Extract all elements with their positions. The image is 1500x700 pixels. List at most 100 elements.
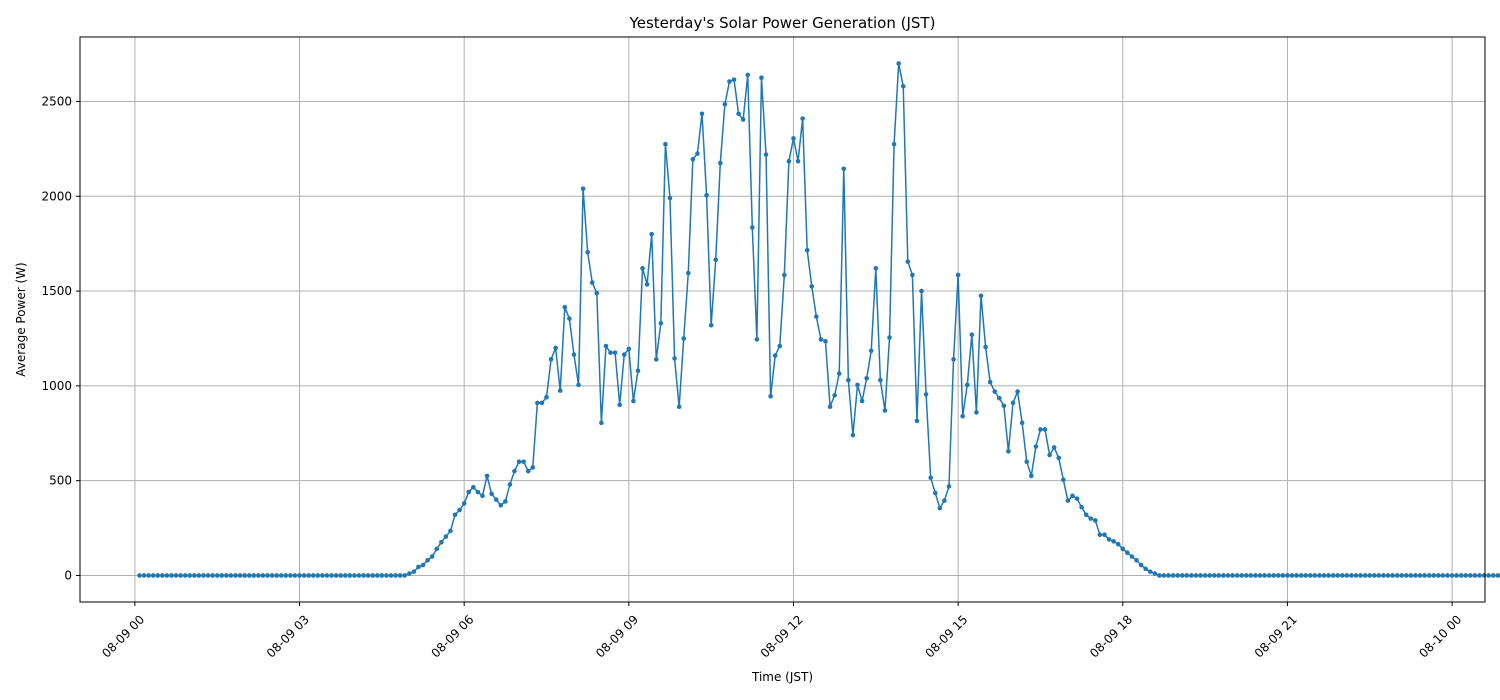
data-point bbox=[1033, 444, 1039, 449]
data-point bbox=[224, 573, 229, 578]
data-point bbox=[681, 336, 687, 341]
data-point bbox=[1367, 573, 1373, 578]
data-point bbox=[635, 368, 641, 373]
data-point bbox=[942, 498, 947, 503]
data-point bbox=[1207, 573, 1212, 578]
data-point bbox=[745, 72, 751, 78]
data-point bbox=[983, 344, 988, 350]
data-point bbox=[960, 413, 965, 419]
y-tick-label: 1000 bbox=[41, 379, 72, 393]
data-point bbox=[164, 573, 170, 578]
data-point bbox=[699, 111, 705, 117]
data-point bbox=[342, 573, 348, 578]
data-point bbox=[1061, 477, 1066, 483]
data-point bbox=[1029, 473, 1034, 479]
data-point bbox=[1161, 573, 1167, 578]
data-point bbox=[1221, 573, 1226, 578]
data-point bbox=[1024, 459, 1030, 465]
data-point bbox=[301, 573, 307, 578]
data-point bbox=[498, 503, 504, 508]
data-point bbox=[1051, 445, 1057, 450]
data-point bbox=[361, 573, 366, 578]
data-point bbox=[818, 337, 824, 342]
data-point bbox=[855, 382, 860, 388]
data-point bbox=[484, 473, 490, 479]
data-point bbox=[265, 573, 270, 578]
data-point bbox=[521, 459, 526, 465]
data-point bbox=[448, 528, 453, 534]
data-point bbox=[850, 432, 856, 438]
data-point bbox=[1340, 573, 1345, 578]
data-point bbox=[864, 375, 869, 381]
data-point bbox=[507, 482, 513, 487]
data-point bbox=[937, 505, 943, 511]
data-point bbox=[1202, 573, 1208, 578]
data-point bbox=[288, 573, 293, 578]
data-point bbox=[283, 573, 289, 578]
data-point bbox=[1426, 573, 1432, 578]
data-point bbox=[192, 573, 197, 578]
data-point bbox=[663, 141, 668, 147]
data-point bbox=[928, 475, 933, 481]
data-point bbox=[1189, 573, 1194, 578]
data-point bbox=[567, 316, 572, 321]
data-point bbox=[489, 491, 494, 497]
data-point bbox=[987, 379, 993, 385]
data-point bbox=[900, 84, 906, 89]
data-point bbox=[1445, 573, 1450, 578]
data-point bbox=[1495, 573, 1500, 578]
data-point bbox=[535, 400, 540, 406]
data-point bbox=[260, 573, 266, 578]
data-point bbox=[768, 393, 773, 399]
data-point bbox=[1312, 573, 1318, 578]
data-point bbox=[471, 484, 476, 490]
data-point bbox=[338, 573, 343, 578]
x-tick-label: 08-09 15 bbox=[922, 612, 970, 660]
data-point bbox=[1010, 400, 1016, 406]
data-point bbox=[1083, 512, 1089, 518]
data-point bbox=[1198, 573, 1203, 578]
data-point bbox=[1253, 573, 1258, 578]
data-point bbox=[329, 573, 334, 578]
data-point bbox=[155, 573, 161, 578]
data-point bbox=[992, 389, 998, 394]
data-point bbox=[1079, 504, 1084, 510]
data-point bbox=[178, 573, 183, 578]
data-point bbox=[553, 345, 558, 351]
data-point bbox=[393, 573, 398, 578]
data-point bbox=[1088, 516, 1094, 521]
data-point bbox=[608, 350, 613, 355]
data-point bbox=[685, 270, 691, 276]
data-point bbox=[1093, 518, 1098, 523]
data-point bbox=[228, 573, 234, 578]
data-point bbox=[397, 573, 403, 578]
data-point bbox=[713, 257, 719, 263]
data-point bbox=[722, 102, 728, 107]
x-tick-label: 08-09 12 bbox=[758, 612, 806, 660]
data-point bbox=[576, 382, 581, 388]
x-tick-label: 08-09 03 bbox=[264, 612, 312, 660]
data-point bbox=[1280, 573, 1286, 578]
data-point bbox=[1394, 573, 1400, 578]
data-point bbox=[571, 352, 577, 357]
y-tick-label: 1500 bbox=[41, 284, 72, 298]
data-point bbox=[365, 573, 371, 578]
data-point bbox=[461, 501, 467, 506]
plot-frame bbox=[79, 36, 1486, 603]
data-point bbox=[580, 186, 586, 191]
data-point bbox=[306, 573, 311, 578]
data-point bbox=[1289, 573, 1295, 578]
data-point bbox=[1472, 573, 1478, 578]
data-point bbox=[873, 266, 879, 271]
data-point bbox=[914, 418, 920, 424]
data-point bbox=[1404, 573, 1409, 578]
data-point bbox=[512, 468, 517, 474]
data-point bbox=[1102, 532, 1107, 537]
x-tick-label: 08-09 09 bbox=[593, 612, 641, 660]
data-point bbox=[1006, 448, 1011, 454]
data-point bbox=[1330, 573, 1336, 578]
series-power bbox=[137, 61, 1500, 578]
data-point bbox=[269, 573, 275, 578]
data-point bbox=[205, 573, 211, 578]
data-point bbox=[887, 335, 892, 340]
